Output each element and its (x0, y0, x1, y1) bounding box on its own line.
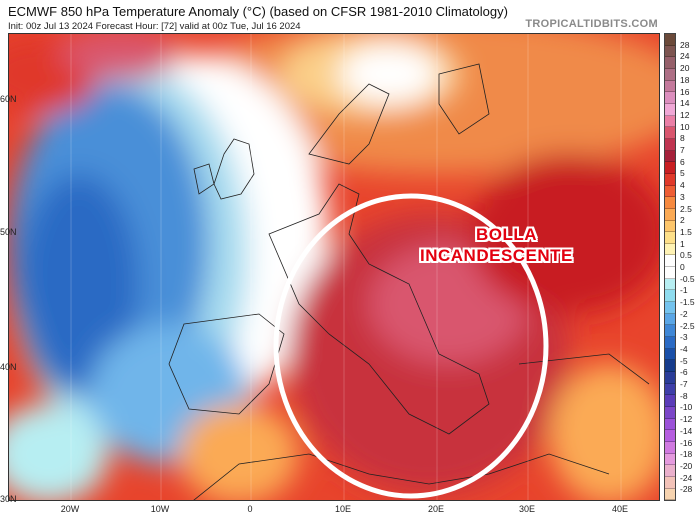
colorbar-swatch (665, 220, 675, 233)
colorbar-swatch (665, 57, 675, 69)
colorbar-swatch (665, 360, 675, 373)
lat-label: 60N (0, 94, 17, 104)
map-title: ECMWF 850 hPa Temperature Anomaly (°C) (… (8, 4, 508, 19)
colorbar-swatch (665, 488, 675, 501)
colorbar-swatch (665, 197, 675, 209)
colorbar-label: -1.5 (680, 297, 695, 308)
lon-label: 10E (334, 504, 352, 514)
forecast-info: Init: 00z Jul 13 2024 Forecast Hour: [72… (8, 21, 301, 32)
colorbar-swatch (665, 302, 675, 314)
colorbar-swatch (665, 348, 675, 361)
colorbar-label: -4 (680, 343, 688, 354)
highlight-circle (273, 193, 549, 499)
colorbar-swatch (665, 127, 675, 139)
colorbar-swatch (665, 208, 675, 221)
colorbar-label: -2 (680, 308, 688, 319)
colorbar-label: 8 (680, 133, 685, 144)
colorbar-label: -6 (680, 367, 688, 378)
colorbar-label: 14 (680, 98, 690, 109)
colorbar-swatch (665, 243, 675, 256)
colorbar-swatch (665, 68, 675, 81)
lat-label: 30N (0, 494, 17, 504)
colorbar-swatch (665, 103, 675, 116)
colorbar-label: -5 (680, 355, 688, 366)
colorbar-swatch (665, 80, 675, 93)
colorbar-label: 0.5 (680, 250, 692, 261)
colorbar-swatch (665, 372, 675, 384)
colorbar-swatch (665, 150, 675, 163)
annotation-line2: INCANDESCENTE (420, 246, 573, 265)
colorbar-label: -3 (680, 332, 688, 343)
colorbar-label: 16 (680, 86, 690, 97)
colorbar-label: 6 (680, 156, 685, 167)
colorbar-label: -14 (680, 425, 693, 436)
colorbar-label: -24 (680, 472, 693, 483)
colorbar-label: -10 (680, 402, 693, 413)
colorbar-label: -8 (680, 390, 688, 401)
colorbar-label: 1.5 (680, 226, 692, 237)
colorbar-swatch (665, 115, 675, 128)
colorbar-swatch (665, 395, 675, 407)
colorbar-swatch (665, 337, 675, 349)
colorbar-swatch (665, 173, 675, 186)
annotation-line1: BOLLA (476, 225, 538, 244)
lon-label: 40E (611, 504, 629, 514)
colorbar-label: -2.5 (680, 320, 695, 331)
colorbar-swatch (665, 325, 675, 338)
colorbar-label: -7 (680, 379, 688, 389)
colorbar-label: 10 (680, 121, 690, 132)
colorbar-label: 2 (680, 215, 685, 226)
colorbar-swatch (665, 290, 675, 303)
colorbar-label: -18 (680, 449, 693, 460)
lon-label: 20E (427, 504, 445, 514)
colorbar-label: -1 (680, 285, 688, 296)
colorbar-swatch (665, 278, 675, 291)
colorbar-swatch (665, 383, 675, 396)
colorbar-label: -28 (680, 484, 693, 495)
colorbar-swatch (665, 267, 675, 279)
colorbar-label: 24 (680, 51, 690, 62)
colorbar-swatch (665, 255, 675, 268)
colorbar-swatch (665, 34, 675, 46)
colorbar-swatch (665, 407, 675, 419)
colorbar-swatch (665, 441, 675, 454)
colorbar-label: 2.5 (680, 203, 692, 214)
coastlines (168, 63, 650, 500)
colorbar-swatch (665, 138, 675, 151)
colorbar-label: 1 (680, 238, 685, 249)
lon-label: 10W (150, 504, 170, 514)
lon-label: 20W (60, 504, 80, 514)
lat-label: 50N (0, 227, 17, 237)
colorbar-swatch (665, 313, 675, 326)
colorbar-label: -20 (680, 460, 693, 471)
colorbar-label: 3 (680, 191, 685, 202)
colorbar-label: 0 (680, 262, 685, 272)
colorbar-swatch (665, 45, 675, 58)
temperature-anomaly-map (8, 33, 660, 501)
colorbar (664, 33, 676, 501)
colorbar-label: 4 (680, 180, 685, 191)
colorbar-label: -16 (680, 437, 693, 448)
colorbar-swatch (665, 92, 675, 104)
lon-label: 30E (518, 504, 536, 514)
colorbar-label: 28 (680, 39, 690, 50)
colorbar-label: 12 (680, 109, 690, 120)
colorbar-label: 5 (680, 168, 685, 179)
brand-logo-text: TROPICALTIDBITS.COM (525, 18, 658, 30)
lat-label: 40N (0, 362, 17, 372)
colorbar-swatch (665, 185, 675, 198)
colorbar-label: 7 (680, 145, 685, 155)
colorbar-label: 20 (680, 63, 690, 74)
colorbar-swatch (665, 162, 675, 174)
colorbar-swatch (665, 476, 675, 489)
colorbar-swatch (665, 453, 675, 466)
colorbar-swatch (665, 465, 675, 477)
colorbar-swatch (665, 430, 675, 442)
colorbar-swatch (665, 232, 675, 244)
lon-label: 0 (247, 504, 253, 514)
colorbar-label: 18 (680, 74, 690, 85)
colorbar-label: -12 (680, 414, 693, 425)
colorbar-label: -0.5 (680, 273, 695, 284)
colorbar-swatch (665, 418, 675, 431)
